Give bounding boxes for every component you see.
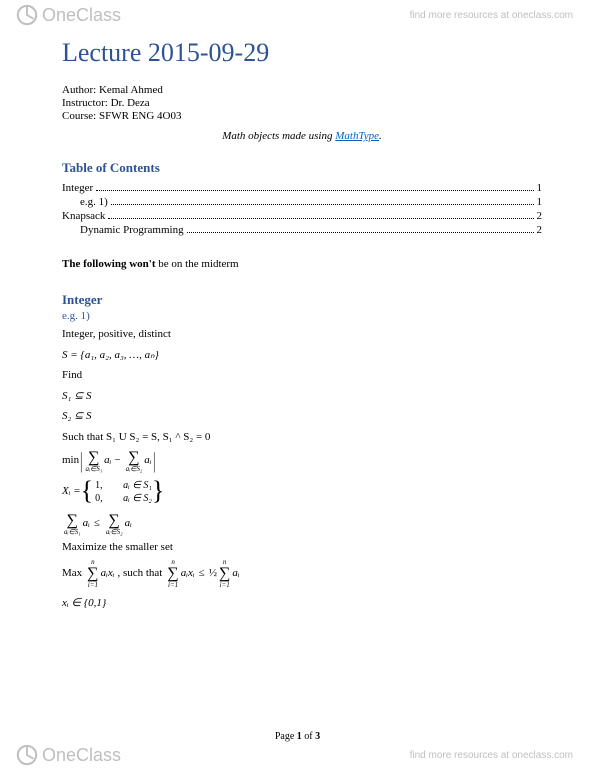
math-line: S₂ ⊆ S	[62, 408, 542, 426]
math-content: Integer, positive, distinct S = {a₁, a₂,…	[62, 326, 542, 613]
math-cases: Xᵢ = { 1,aᵢ ∈ S₁ 0,aᵢ ∈ S₂ }	[62, 479, 542, 505]
sigma-icon: ∑ aᵢ∈S₁	[64, 513, 81, 536]
watermark-header: OneClass find more resources at oneclass…	[0, 0, 595, 30]
midterm-bold: The following won't	[62, 258, 156, 270]
toc-heading: Table of Contents	[62, 160, 542, 176]
brace-icon: }	[152, 481, 164, 502]
course-label: Course:	[62, 110, 96, 122]
term: aᵢ	[125, 515, 132, 533]
math-line: S₁ ⊆ S	[62, 388, 542, 406]
math-line: Maximize the smaller set	[62, 539, 542, 557]
brand-logo: OneClass	[16, 4, 121, 26]
toc-dots	[111, 197, 534, 205]
author-line: Author: Kemal Ahmed	[62, 84, 542, 96]
resources-link-bottom[interactable]: find more resources at oneclass.com	[410, 750, 573, 761]
midterm-rest: be on the midterm	[156, 258, 239, 270]
term: aᵢxᵢ	[101, 565, 115, 583]
author-value: Kemal Ahmed	[99, 84, 163, 96]
brand-text-class: Class	[76, 745, 121, 766]
resources-link-top[interactable]: find more resources at oneclass.com	[410, 10, 573, 21]
brand-logo: OneClass	[16, 744, 121, 766]
such-that: , such that	[117, 565, 162, 583]
toc-label: Integer	[62, 182, 93, 194]
toc-row[interactable]: Knapsack 2	[62, 210, 542, 222]
instructor-label: Instructor:	[62, 97, 108, 109]
math-line: Integer, positive, distinct	[62, 326, 542, 344]
toc-label: Dynamic Programming	[80, 224, 184, 236]
toc-dots	[108, 211, 533, 219]
toc-label: e.g. 1)	[80, 196, 108, 208]
toc-page: 2	[537, 224, 543, 236]
term: aᵢ	[144, 452, 151, 470]
brand-text-one: One	[42, 5, 76, 26]
mathtype-note: Math objects made using MathType.	[62, 130, 542, 142]
toc-page: 1	[537, 182, 543, 194]
term: aᵢ	[104, 452, 111, 470]
toc-label: Knapsack	[62, 210, 105, 222]
leq: ≤	[199, 565, 205, 583]
toc-dots	[96, 183, 533, 191]
brace-icon: {	[81, 481, 93, 502]
mathtype-prefix: Math objects made using	[222, 130, 335, 142]
toc-page: 1	[537, 196, 543, 208]
minus: −	[114, 452, 120, 470]
brand-text-one: One	[42, 745, 76, 766]
watermark-footer: OneClass find more resources at oneclass…	[0, 740, 595, 770]
sigma-icon: ∑ aᵢ∈S₂	[106, 513, 123, 536]
toc-row[interactable]: Integer 1	[62, 182, 542, 194]
math-max-expr: Max n ∑ i=1 aᵢxᵢ , such that n ∑ i=1 aᵢx…	[62, 559, 542, 589]
half: ½	[209, 565, 217, 583]
math-ineq: ∑ aᵢ∈S₁ aᵢ ≤ ∑ aᵢ∈S₂ aᵢ	[62, 513, 542, 536]
sigma-icon: n ∑ i=1	[219, 559, 230, 589]
sigma-icon: n ∑ i=1	[167, 559, 178, 589]
math-line: xᵢ ∈ {0,1}	[62, 595, 542, 613]
author-label: Author:	[62, 84, 96, 96]
mathtype-link[interactable]: MathType	[335, 130, 379, 142]
toc-row[interactable]: e.g. 1) 1	[62, 196, 542, 208]
midterm-note: The following won't be on the midterm	[62, 258, 542, 270]
toc-dots	[187, 225, 534, 233]
brand-text-class: Class	[76, 5, 121, 26]
min-label: min	[62, 452, 79, 470]
math-line: Such that S₁ U S₂ = S, S₁ ^ S₂ = 0	[62, 429, 542, 447]
math-line: Find	[62, 367, 542, 385]
max-label: Max	[62, 565, 82, 583]
term: aᵢ	[83, 515, 90, 533]
math-min-expr: min | ∑ aᵢ∈S₁ aᵢ − ∑ aᵢ∈S₂ aᵢ |	[62, 450, 542, 473]
sigma-icon: ∑ aᵢ∈S₁	[86, 450, 103, 473]
course-line: Course: SFWR ENG 4O03	[62, 110, 542, 122]
sigma-icon: n ∑ i=1	[87, 559, 98, 589]
math-line: S = {a₁, a₂, a₃, …, aₙ}	[62, 347, 542, 365]
mathtype-suffix: .	[379, 130, 382, 142]
instructor-line: Instructor: Dr. Deza	[62, 97, 542, 109]
course-value: SFWR ENG 4O03	[99, 110, 182, 122]
section-heading-integer: Integer	[62, 292, 542, 308]
toc-row[interactable]: Dynamic Programming 2	[62, 224, 542, 236]
leq: ≤	[94, 515, 100, 533]
term: aᵢxᵢ	[181, 565, 195, 583]
page-content: Lecture 2015-09-29 Author: Kemal Ahmed I…	[62, 38, 542, 616]
oneclass-icon	[16, 744, 38, 766]
sigma-icon: ∑ aᵢ∈S₂	[126, 450, 143, 473]
oneclass-icon	[16, 4, 38, 26]
term: aᵢ	[232, 565, 239, 583]
instructor-value: Dr. Deza	[111, 97, 150, 109]
toc-page: 2	[537, 210, 543, 222]
section-subheading-eg1: e.g. 1)	[62, 310, 542, 322]
page-title: Lecture 2015-09-29	[62, 38, 542, 68]
xi-eq: Xᵢ =	[62, 483, 81, 501]
